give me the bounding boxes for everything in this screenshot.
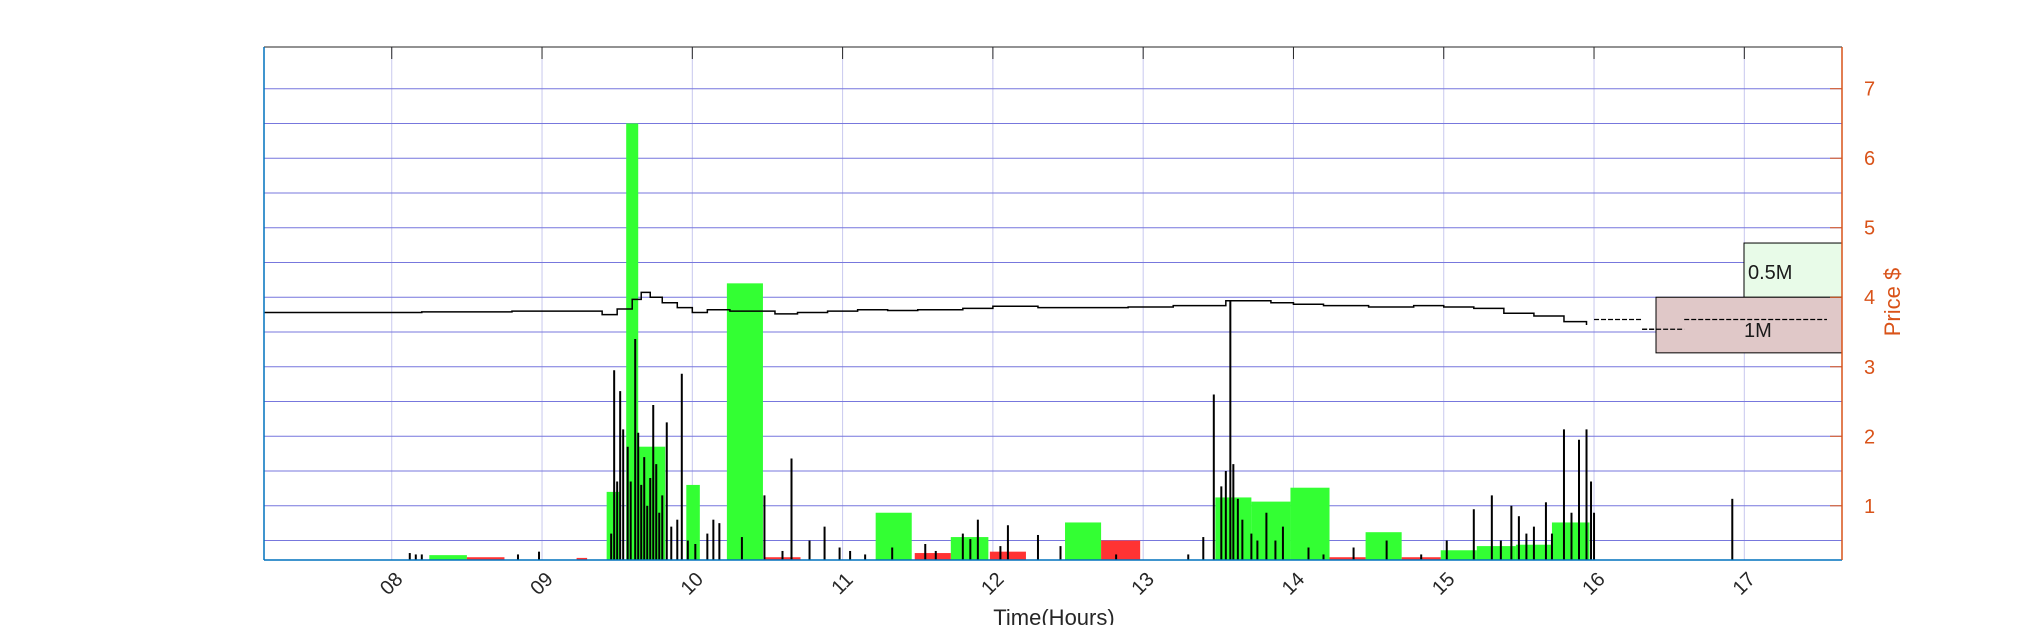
buy-volume-bar [429, 555, 467, 560]
x-tick-label: 12 [977, 568, 1008, 599]
y-tick-label: 1 [1864, 496, 1875, 518]
trade-spikes [408, 300, 1734, 560]
price-line [264, 291, 1588, 326]
buy-volume-bar [1365, 532, 1402, 560]
x-tick-label: 17 [1729, 568, 1760, 599]
y-axis-label-right: Price $ [1880, 268, 1905, 336]
sell-volume-bar [1329, 557, 1366, 560]
sell-volume-bar [466, 557, 505, 560]
x-axis-label: Time(Hours) [993, 605, 1114, 625]
y-tick-label: 2 [1864, 426, 1875, 448]
sell-volume-bar [576, 557, 588, 560]
y-tick-label: 3 [1864, 357, 1875, 379]
legend-label-05m: 0.5M [1748, 262, 1792, 284]
buy-volume-bar [1476, 546, 1516, 560]
x-tick-label: 13 [1128, 568, 1159, 599]
y-tick-label: 5 [1864, 218, 1875, 240]
y-tick-label: 6 [1864, 148, 1875, 170]
volume-bars [429, 123, 1590, 561]
volume-legend: 0.5M 1M [1642, 242, 1843, 354]
buy-volume-bar [1065, 522, 1102, 560]
price-series [264, 291, 1827, 330]
buy-volume-bar [686, 484, 700, 560]
buy-volume-bar [638, 446, 666, 560]
x-tick-label: 11 [827, 569, 857, 599]
y-tick-label: 7 [1864, 79, 1875, 101]
buy-volume-bar [1290, 487, 1330, 560]
sell-volume-bar [914, 553, 951, 560]
legend-label-1m: 1M [1744, 320, 1772, 342]
buy-volume-bar [875, 512, 912, 560]
grid-lines [264, 47, 1842, 560]
sell-volume-bar [1101, 540, 1141, 560]
x-tick-label: 10 [677, 568, 708, 599]
buy-volume-bar [726, 283, 763, 560]
x-tick-label: 09 [526, 568, 557, 599]
x-tick-label: 08 [376, 568, 407, 599]
buy-volume-bar [1440, 550, 1477, 560]
x-tick-label: 16 [1578, 568, 1609, 599]
y-tick-label: 4 [1864, 287, 1875, 309]
x-tick-label: 14 [1278, 568, 1309, 599]
x-tick-label: 15 [1428, 568, 1459, 599]
